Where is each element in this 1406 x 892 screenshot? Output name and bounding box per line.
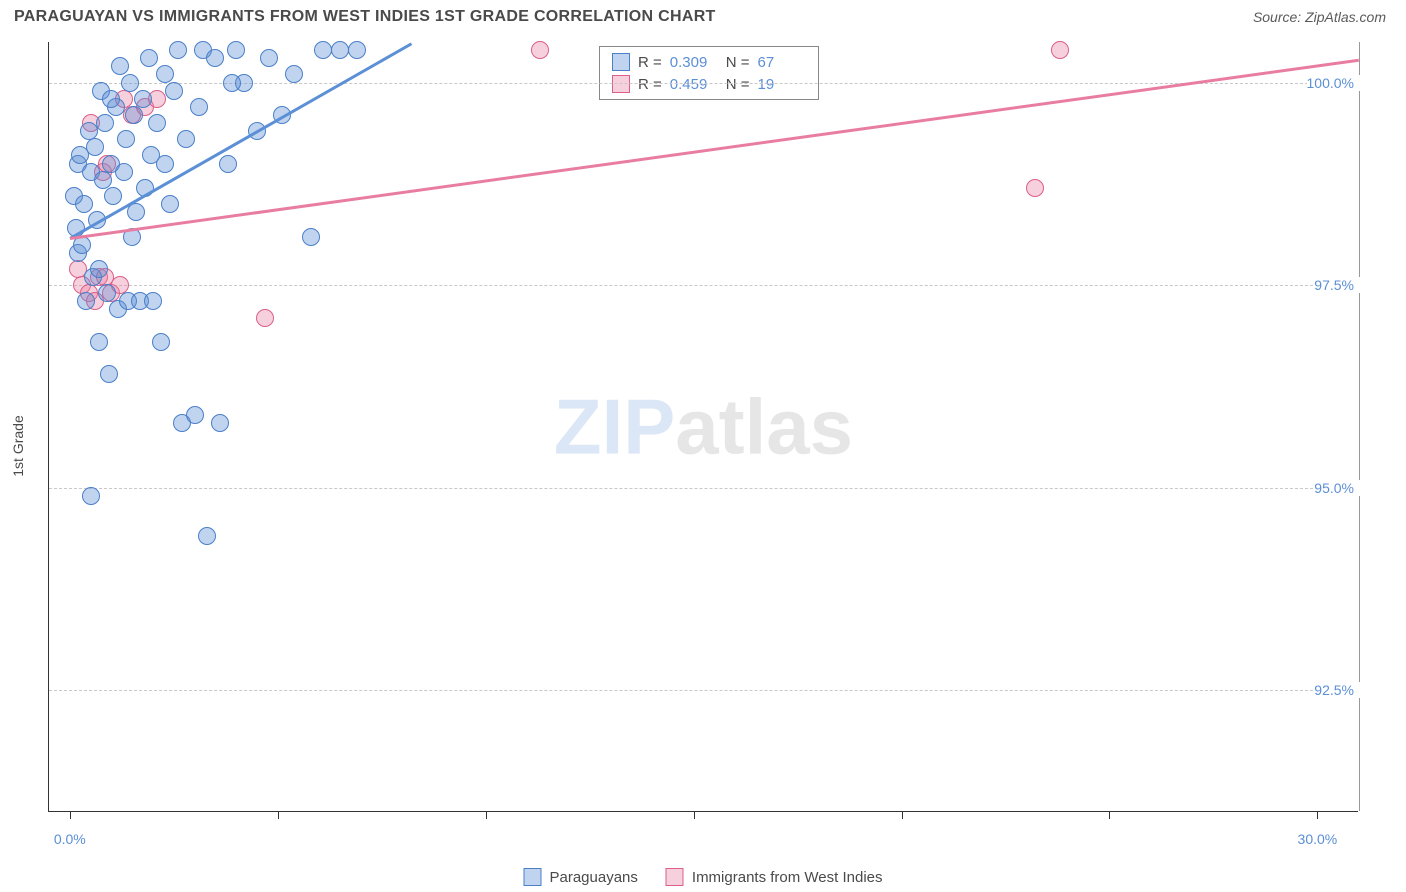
x-tick-mark [486, 811, 487, 819]
x-tick-mark [278, 811, 279, 819]
r-label: R = [638, 76, 662, 93]
blue-scatter-point [96, 114, 114, 132]
gridline-h [49, 285, 1358, 286]
watermark-text: ZIPatlas [554, 381, 853, 472]
correlation-legend-box: R = 0.309 N = 67 R = 0.459 N = 19 [599, 46, 819, 100]
pink-scatter-point [1026, 179, 1044, 197]
y-tick-label: 100.0% [1307, 75, 1362, 91]
blue-scatter-point [161, 195, 179, 213]
legend-item: Paraguayans [523, 868, 637, 886]
blue-scatter-point [111, 57, 129, 75]
pink-scatter-point [256, 309, 274, 327]
blue-scatter-point [152, 333, 170, 351]
blue-scatter-point [260, 49, 278, 67]
blue-scatter-point [115, 163, 133, 181]
blue-scatter-point [186, 406, 204, 424]
legend-row-pink: R = 0.459 N = 19 [612, 73, 806, 95]
blue-scatter-point [127, 203, 145, 221]
y-axis-label: 1st Grade [10, 415, 26, 476]
legend-item: Immigrants from West Indies [666, 868, 883, 886]
blue-scatter-point [144, 292, 162, 310]
blue-scatter-point [94, 171, 112, 189]
blue-scatter-point [121, 74, 139, 92]
gridline-h [49, 488, 1358, 489]
blue-scatter-point [90, 333, 108, 351]
blue-scatter-point [206, 49, 224, 67]
blue-scatter-point [331, 41, 349, 59]
pink-swatch-icon [612, 75, 630, 93]
blue-scatter-point [140, 49, 158, 67]
y-tick-label: 95.0% [1314, 480, 1362, 496]
blue-scatter-point [223, 74, 241, 92]
blue-scatter-point [98, 284, 116, 302]
blue-scatter-point [104, 187, 122, 205]
x-tick-mark [1317, 811, 1318, 819]
chart-title: PARAGUAYAN VS IMMIGRANTS FROM WEST INDIE… [14, 8, 716, 26]
blue-scatter-point [198, 527, 216, 545]
blue-scatter-point [148, 114, 166, 132]
blue-scatter-point [302, 228, 320, 246]
blue-scatter-point [100, 365, 118, 383]
chart-plot-area: ZIPatlas R =0.309N =67R =0.459N =19 92.5… [48, 42, 1358, 812]
legend-swatch-icon [523, 868, 541, 886]
blue-scatter-point [77, 292, 95, 310]
n-label: N = [726, 76, 750, 93]
blue-scatter-point [227, 41, 245, 59]
blue-scatter-point [86, 138, 104, 156]
x-tick-mark [1109, 811, 1110, 819]
blue-swatch-icon [612, 53, 630, 71]
blue-scatter-point [314, 41, 332, 59]
r-value: 0.459 [670, 76, 718, 93]
n-value: 67 [758, 54, 806, 71]
series-legend: Paraguayans Immigrants from West Indies [523, 868, 882, 886]
x-tick-mark [70, 811, 71, 819]
legend-swatch-icon [666, 868, 684, 886]
blue-scatter-point [156, 155, 174, 173]
blue-scatter-point [134, 90, 152, 108]
source-label: Source: ZipAtlas.com [1253, 9, 1386, 25]
x-tick-label: 30.0% [1298, 831, 1338, 847]
blue-scatter-point [190, 98, 208, 116]
r-value: 0.309 [670, 54, 718, 71]
n-label: N = [726, 54, 750, 71]
blue-scatter-point [90, 260, 108, 278]
blue-scatter-point [169, 41, 187, 59]
pink-scatter-point [531, 41, 549, 59]
blue-scatter-point [211, 414, 229, 432]
y-tick-label: 97.5% [1314, 277, 1362, 293]
x-tick-label: 0.0% [54, 831, 86, 847]
y-tick-label: 92.5% [1314, 682, 1362, 698]
n-value: 19 [758, 76, 806, 93]
x-tick-mark [902, 811, 903, 819]
blue-scatter-point [125, 106, 143, 124]
legend-label: Immigrants from West Indies [692, 869, 883, 886]
blue-scatter-point [285, 65, 303, 83]
x-tick-mark [694, 811, 695, 819]
r-label: R = [638, 54, 662, 71]
blue-scatter-point [348, 41, 366, 59]
blue-scatter-point [82, 487, 100, 505]
pink-scatter-point [1051, 41, 1069, 59]
gridline-h [49, 690, 1358, 691]
blue-scatter-point [75, 195, 93, 213]
blue-scatter-point [219, 155, 237, 173]
blue-scatter-point [117, 130, 135, 148]
blue-scatter-point [165, 82, 183, 100]
blue-scatter-point [102, 90, 120, 108]
legend-row-blue: R = 0.309 N = 67 [612, 51, 806, 73]
blue-scatter-point [177, 130, 195, 148]
legend-label: Paraguayans [549, 869, 637, 886]
